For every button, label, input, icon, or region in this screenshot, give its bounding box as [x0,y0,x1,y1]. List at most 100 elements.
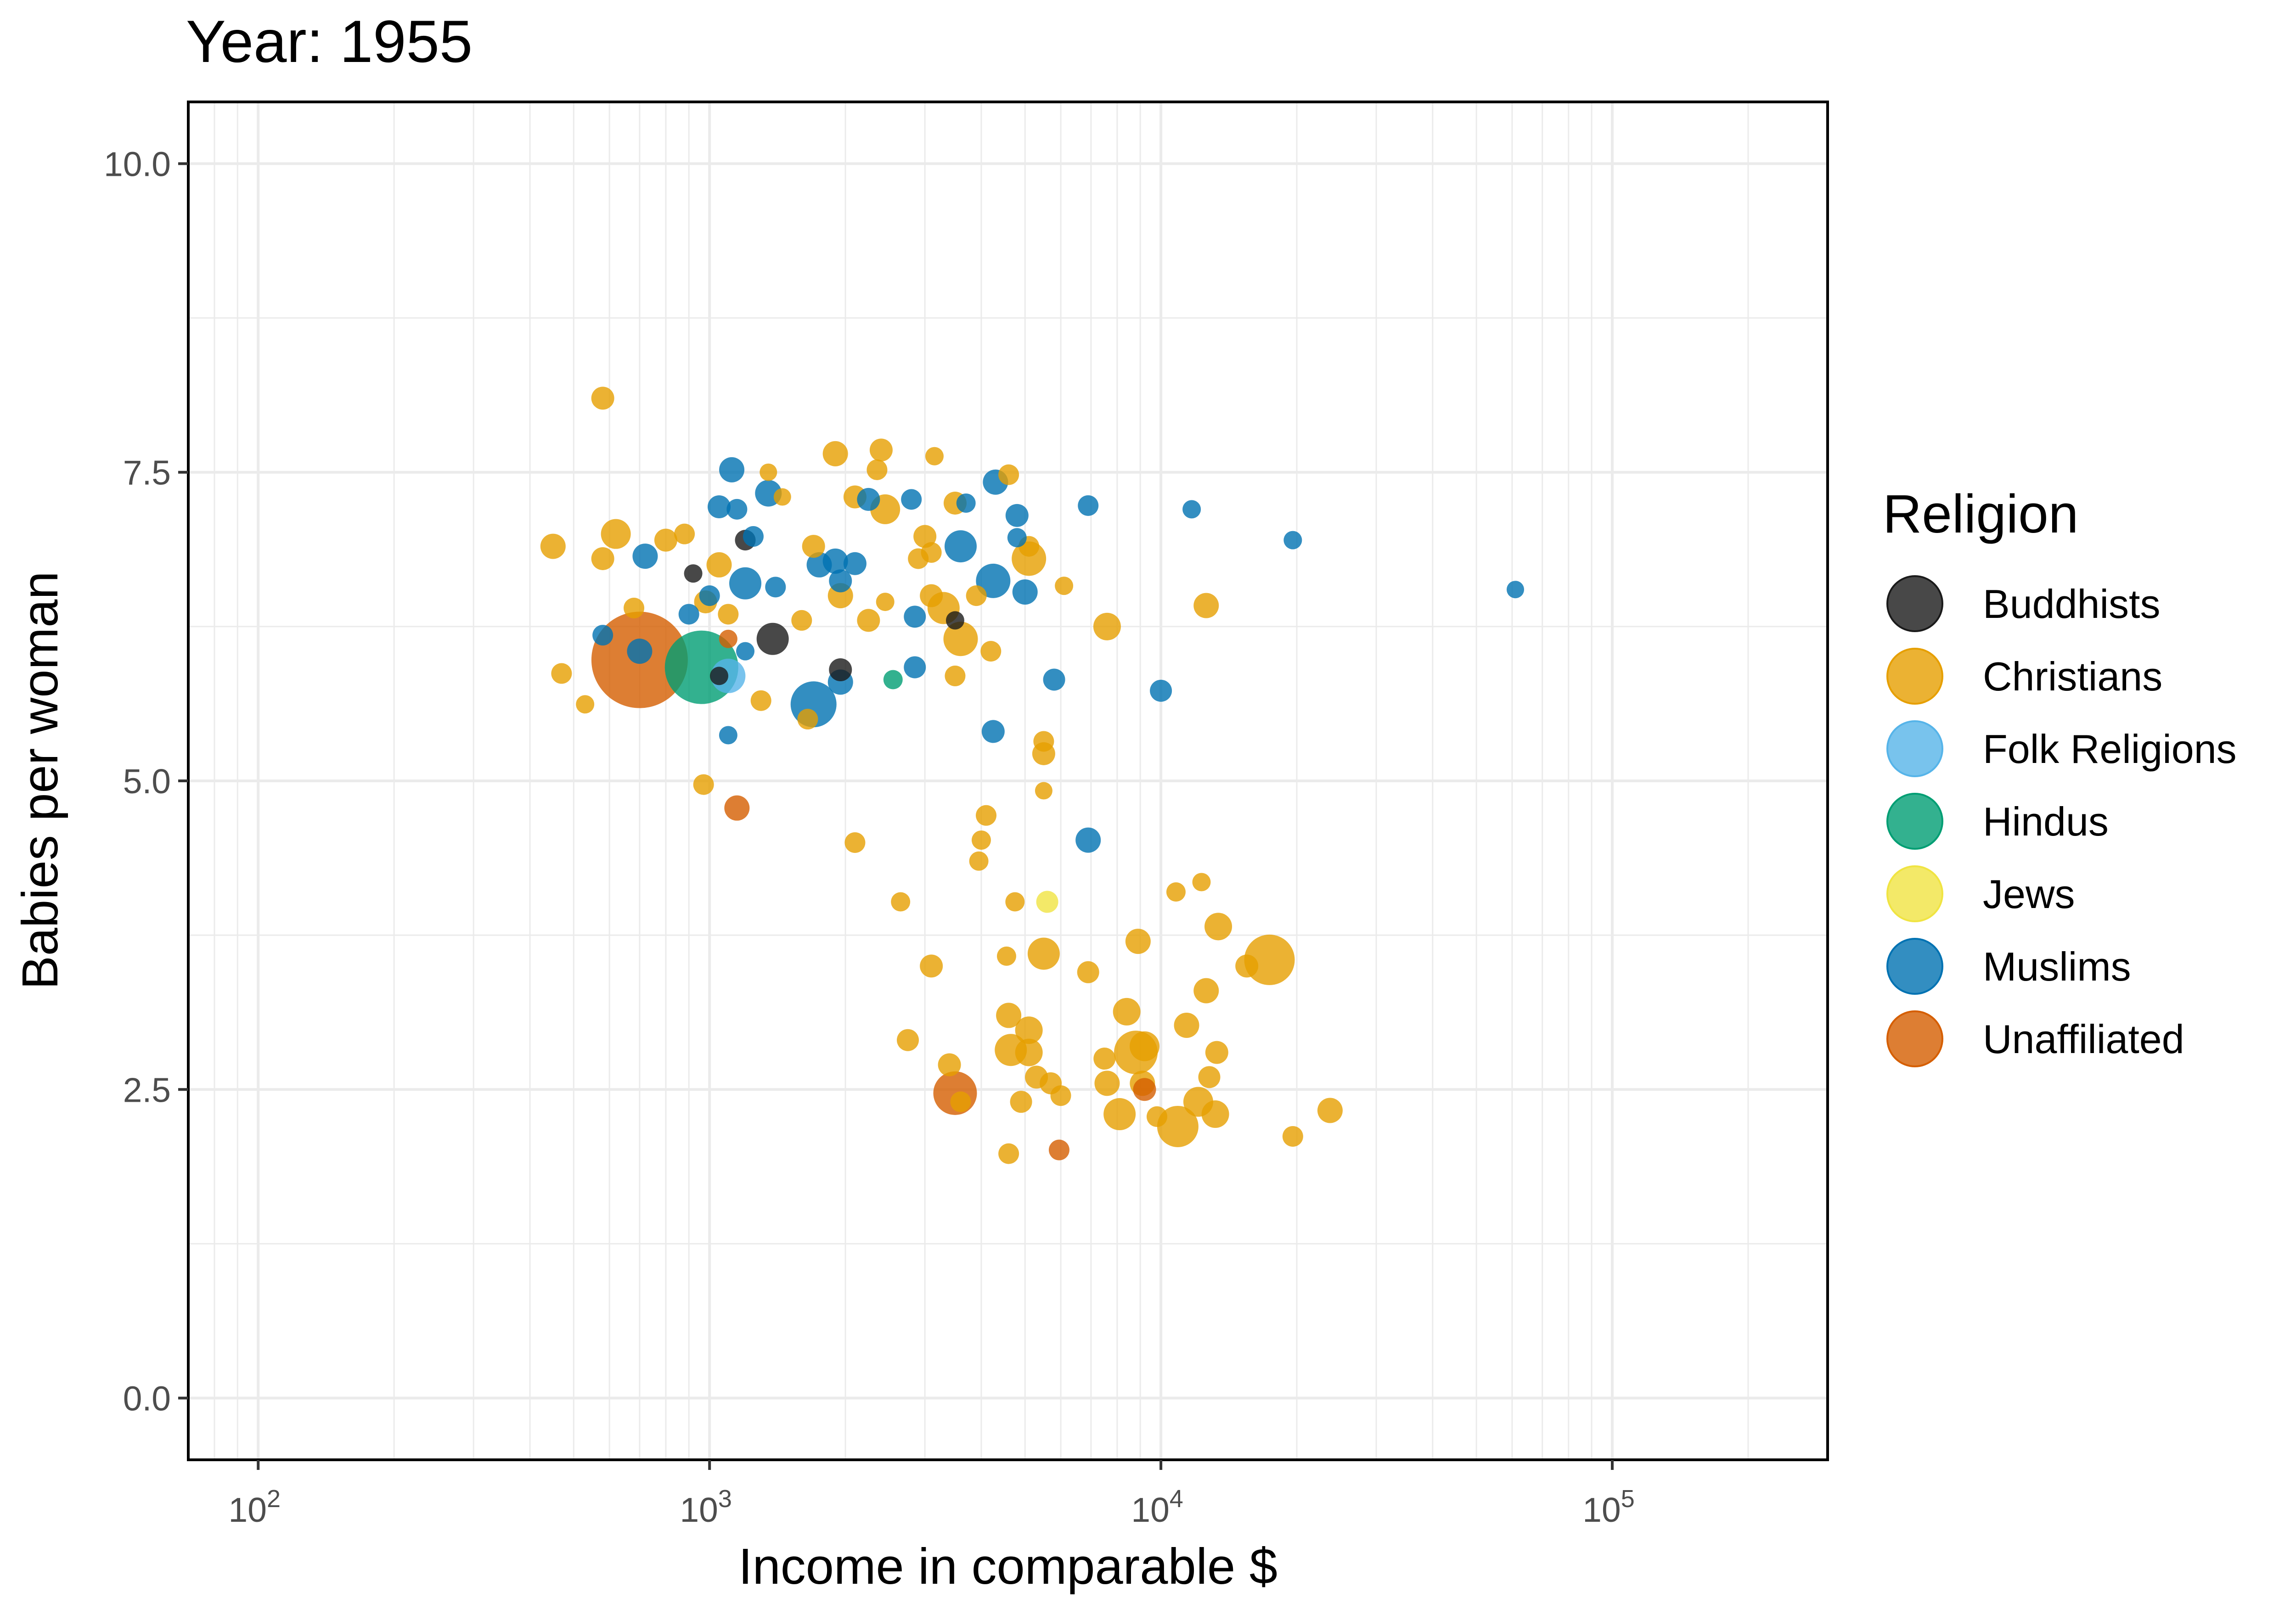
data-point-christians [1166,882,1186,902]
data-point-christians [950,1091,971,1112]
data-point-christians [1094,1071,1120,1096]
data-point-christians [925,447,944,465]
data-point-christians [1193,593,1219,618]
data-point-christians [576,695,595,714]
data-point-christians [1055,577,1074,595]
legend-label: Muslims [1983,944,2131,989]
data-point-christians [1113,998,1141,1026]
y-tick-label: 5.0 [123,762,171,801]
data-point-christians [867,459,888,480]
data-point-muslims [1150,679,1172,702]
data-point-christians [891,892,911,912]
data-point-muslims [708,495,731,519]
data-point-christians [1174,1012,1199,1038]
data-point-christians [897,1029,919,1051]
data-point-christians [693,774,714,795]
data-point-christians [1125,929,1151,954]
legend-label: Christians [1983,654,2162,699]
x-axis-title: Income in comparable $ [738,1538,1277,1595]
data-point-unaffiliated [1133,1078,1156,1101]
data-point-christians [802,535,825,558]
data-point-muslims [1007,528,1027,548]
legend-label: Unaffiliated [1983,1016,2184,1062]
data-point-christians [844,832,866,853]
data-point-christians [791,610,812,631]
data-point-christians [1201,1100,1229,1128]
scatter-points [540,387,1525,1164]
data-point-muslims [1507,581,1525,599]
data-point-christians [876,593,895,611]
data-point-muslims [829,569,852,593]
data-point-muslims [843,552,867,575]
data-point-christians [1205,1041,1228,1064]
legend-label: Hindus [1983,799,2109,844]
data-point-christians [1193,978,1219,1004]
data-point-christians [1103,1098,1136,1131]
legend-key [1886,865,1943,922]
data-point-muslims [632,544,658,569]
data-point-christians [750,690,771,711]
data-point-muslims [904,656,926,678]
data-point-christians [1204,913,1232,941]
data-point-christians [1130,1031,1160,1061]
data-point-christians [943,622,978,656]
data-point-christians [969,851,989,871]
data-point-muslims [1283,531,1302,549]
data-point-muslims [729,567,762,600]
data-point-muslims [1012,579,1038,605]
data-point-christians [1317,1098,1343,1123]
data-point-christians [998,464,1019,485]
data-point-muslims [627,639,653,664]
data-point-muslims [857,488,880,511]
data-point-christians [857,609,880,632]
data-point-christians [773,488,791,506]
legend-key [1886,648,1943,705]
data-point-christians [966,585,987,606]
data-point-christians [1010,1091,1032,1113]
data-point-christians [540,533,566,559]
data-point-christians [1027,937,1060,970]
data-point-muslims [822,548,848,574]
data-point-christians [760,463,777,481]
data-point-christians [971,830,991,850]
data-point-christians [1015,1038,1043,1066]
data-point-christians [1244,934,1295,985]
data-point-muslims [699,585,720,606]
x-tick-exponent: 2 [267,1485,281,1513]
data-point-muslims [743,526,764,547]
data-point-christians [869,438,893,462]
data-point-muslims [736,642,755,661]
data-point-christians [591,547,614,570]
data-point-muslims [719,726,737,745]
data-point-muslims [726,499,748,520]
x-tick-exponent: 3 [718,1485,732,1513]
data-point-unaffiliated [1048,1139,1069,1160]
data-point-buddhists [829,658,852,681]
data-point-muslims [981,720,1005,743]
data-point-christians [1050,1085,1071,1106]
data-point-christians [624,598,645,619]
data-point-christians [996,946,1016,966]
y-tick-label: 7.5 [123,454,171,492]
data-point-christians [1035,782,1052,800]
data-point-christians [1235,954,1259,978]
data-point-christians [1157,1105,1199,1147]
y-tick-label: 2.5 [123,1071,171,1109]
data-point-christians [1033,731,1054,752]
legend-key [1886,793,1943,850]
data-point-christians [551,663,572,684]
data-point-christians [921,542,942,563]
data-point-christians [1192,873,1211,891]
data-point-buddhists [945,611,964,630]
data-point-muslims [678,604,699,625]
data-point-muslims [956,493,976,513]
data-point-muslims [719,457,745,482]
legend-key [1886,575,1943,632]
y-tick-label: 0.0 [123,1379,171,1418]
data-point-christians [674,523,695,544]
data-point-muslims [944,530,977,563]
x-tick-exponent: 4 [1170,1485,1183,1513]
data-point-muslims [1005,504,1029,527]
